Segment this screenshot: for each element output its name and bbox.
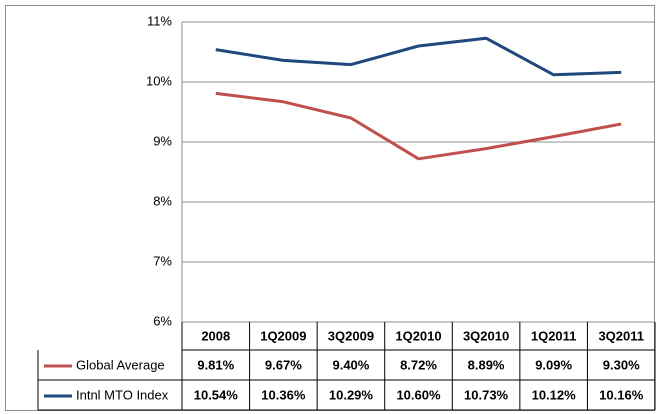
x-tick-label: 3Q2010 <box>463 328 509 343</box>
table-value: 9.81% <box>197 357 234 372</box>
x-tick-label: 1Q2011 <box>531 328 577 343</box>
table-value: 10.54% <box>194 387 239 402</box>
x-tick-label: 3Q2011 <box>598 328 644 343</box>
x-tick-label: 2008 <box>201 328 230 343</box>
y-tick-label: 8% <box>153 193 172 208</box>
y-tick-label: 9% <box>153 133 172 148</box>
chart-border <box>5 5 655 411</box>
table-value: 10.16% <box>599 387 644 402</box>
series-line <box>215 91 622 161</box>
y-tick-label: 6% <box>153 313 172 328</box>
y-tick-label: 11% <box>147 13 172 28</box>
series-line <box>215 36 622 77</box>
x-tick-label: 3Q2009 <box>328 328 374 343</box>
table-value: 8.89% <box>468 357 505 372</box>
table-value: 9.09% <box>535 357 572 372</box>
table-value: 10.12% <box>532 387 577 402</box>
y-tick-label: 10% <box>146 73 172 88</box>
x-tick-label: 1Q2009 <box>260 328 306 343</box>
table-value: 10.29% <box>329 387 374 402</box>
table-value: 9.30% <box>603 357 640 372</box>
x-tick-label: 1Q2010 <box>395 328 441 343</box>
table-value: 9.67% <box>265 357 302 372</box>
table-value: 8.72% <box>400 357 437 372</box>
table-value: 9.40% <box>332 357 369 372</box>
table-value: 10.73% <box>464 387 509 402</box>
table-value: 10.60% <box>396 387 441 402</box>
y-tick-label: 7% <box>153 253 172 268</box>
table-value: 10.36% <box>261 387 306 402</box>
legend-label: Global Average <box>76 357 165 372</box>
legend-label: Intnl MTO Index <box>76 387 169 402</box>
